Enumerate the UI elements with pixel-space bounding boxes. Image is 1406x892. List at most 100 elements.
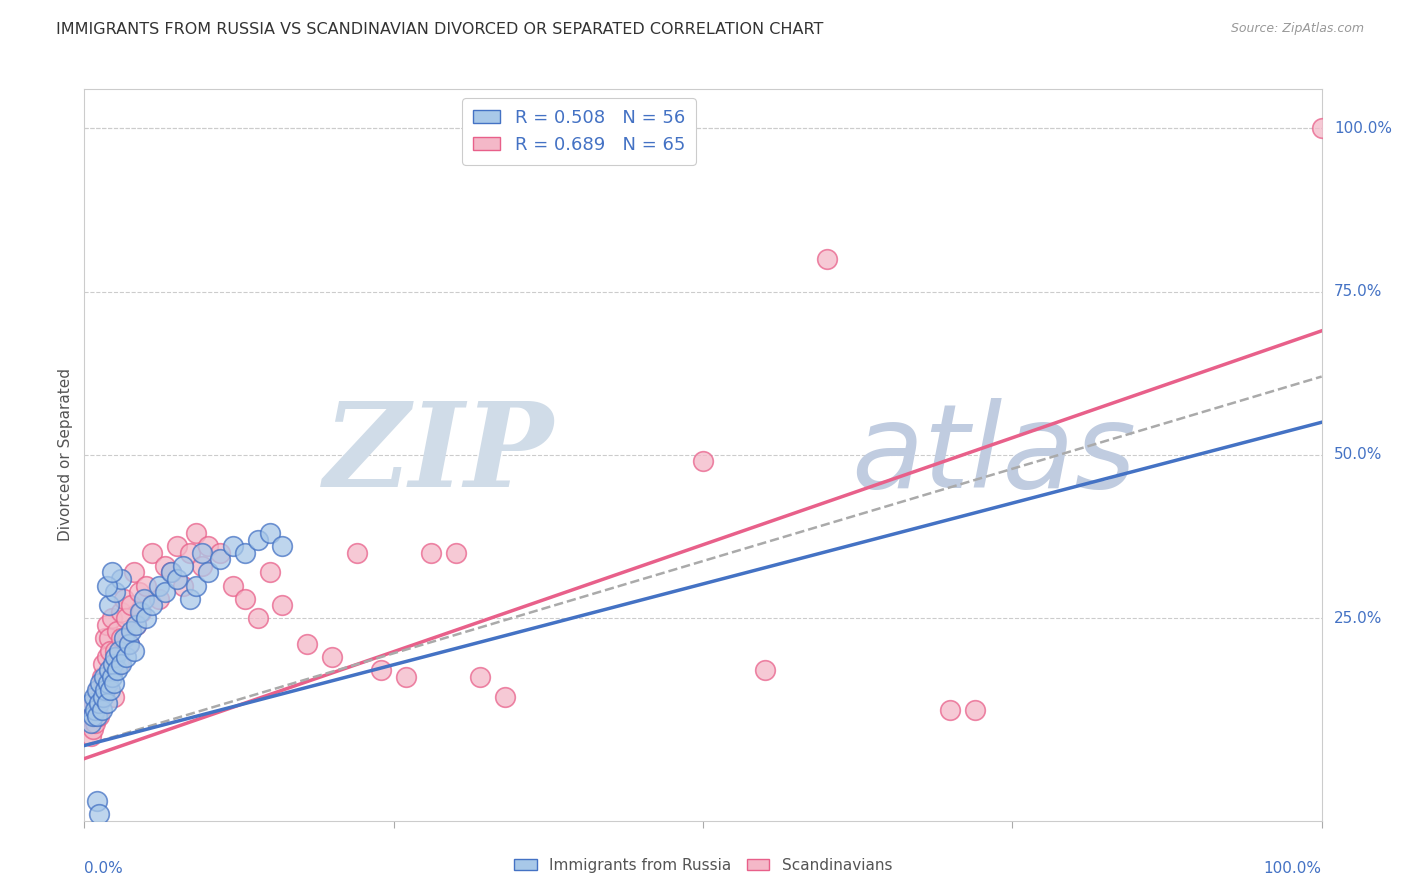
Point	[96, 696, 118, 710]
Point	[444, 546, 467, 560]
Point	[79, 729, 101, 743]
Point	[128, 585, 150, 599]
Point	[108, 657, 131, 671]
Point	[96, 578, 118, 592]
Point	[89, 676, 111, 690]
Point	[90, 703, 112, 717]
Point	[103, 676, 125, 690]
Point	[166, 572, 188, 586]
Point	[115, 650, 138, 665]
Point	[129, 605, 152, 619]
Point	[84, 703, 107, 717]
Point	[148, 578, 170, 592]
Point	[939, 703, 962, 717]
Point	[259, 566, 281, 580]
Point	[98, 664, 121, 678]
Point	[135, 611, 157, 625]
Point	[90, 670, 112, 684]
Legend: Immigrants from Russia, Scandinavians: Immigrants from Russia, Scandinavians	[508, 852, 898, 879]
Point	[79, 696, 101, 710]
Point	[118, 637, 141, 651]
Point	[86, 709, 108, 723]
Point	[692, 454, 714, 468]
Point	[98, 644, 121, 658]
Point	[271, 539, 294, 553]
Point	[89, 709, 111, 723]
Point	[104, 585, 127, 599]
Point	[82, 709, 104, 723]
Point	[94, 683, 117, 698]
Point	[105, 664, 128, 678]
Point	[100, 670, 122, 684]
Point	[89, 690, 111, 704]
Point	[101, 664, 124, 678]
Point	[122, 566, 145, 580]
Point	[153, 585, 176, 599]
Point	[83, 696, 105, 710]
Point	[108, 644, 131, 658]
Point	[122, 644, 145, 658]
Point	[321, 650, 343, 665]
Point	[89, 807, 111, 822]
Point	[120, 624, 142, 639]
Point	[86, 703, 108, 717]
Point	[233, 591, 256, 606]
Point	[97, 676, 120, 690]
Point	[135, 578, 157, 592]
Point	[153, 558, 176, 573]
Point	[815, 252, 838, 266]
Point	[98, 683, 121, 698]
Point	[179, 546, 201, 560]
Point	[470, 670, 492, 684]
Point	[98, 631, 121, 645]
Point	[103, 690, 125, 704]
Point	[259, 526, 281, 541]
Point	[141, 598, 163, 612]
Point	[86, 794, 108, 808]
Point	[179, 591, 201, 606]
Point	[86, 683, 108, 698]
Point	[148, 591, 170, 606]
Point	[87, 683, 110, 698]
Point	[222, 578, 245, 592]
Point	[141, 546, 163, 560]
Point	[197, 539, 219, 553]
Point	[125, 617, 148, 632]
Point	[110, 605, 132, 619]
Point	[98, 598, 121, 612]
Point	[233, 546, 256, 560]
Point	[80, 709, 103, 723]
Point	[120, 598, 142, 612]
Point	[96, 650, 118, 665]
Point	[89, 696, 111, 710]
Point	[222, 539, 245, 553]
Point	[94, 631, 117, 645]
Point	[754, 664, 776, 678]
Point	[419, 546, 441, 560]
Point	[83, 690, 105, 704]
Point	[184, 578, 207, 592]
Point	[172, 558, 194, 573]
Point	[91, 657, 114, 671]
Point	[370, 664, 392, 678]
Y-axis label: Divorced or Separated: Divorced or Separated	[58, 368, 73, 541]
Point	[191, 546, 214, 560]
Point	[395, 670, 418, 684]
Point	[1310, 121, 1333, 136]
Text: 100.0%: 100.0%	[1334, 121, 1392, 136]
Point	[246, 611, 269, 625]
Text: Source: ZipAtlas.com: Source: ZipAtlas.com	[1230, 22, 1364, 36]
Point	[197, 566, 219, 580]
Point	[132, 591, 155, 606]
Point	[118, 637, 141, 651]
Point	[346, 546, 368, 560]
Point	[160, 566, 183, 580]
Point	[295, 637, 318, 651]
Point	[100, 566, 122, 580]
Point	[110, 657, 132, 671]
Text: 0.0%: 0.0%	[84, 861, 124, 876]
Point	[100, 611, 122, 625]
Point	[104, 644, 127, 658]
Point	[110, 631, 132, 645]
Text: 100.0%: 100.0%	[1264, 861, 1322, 876]
